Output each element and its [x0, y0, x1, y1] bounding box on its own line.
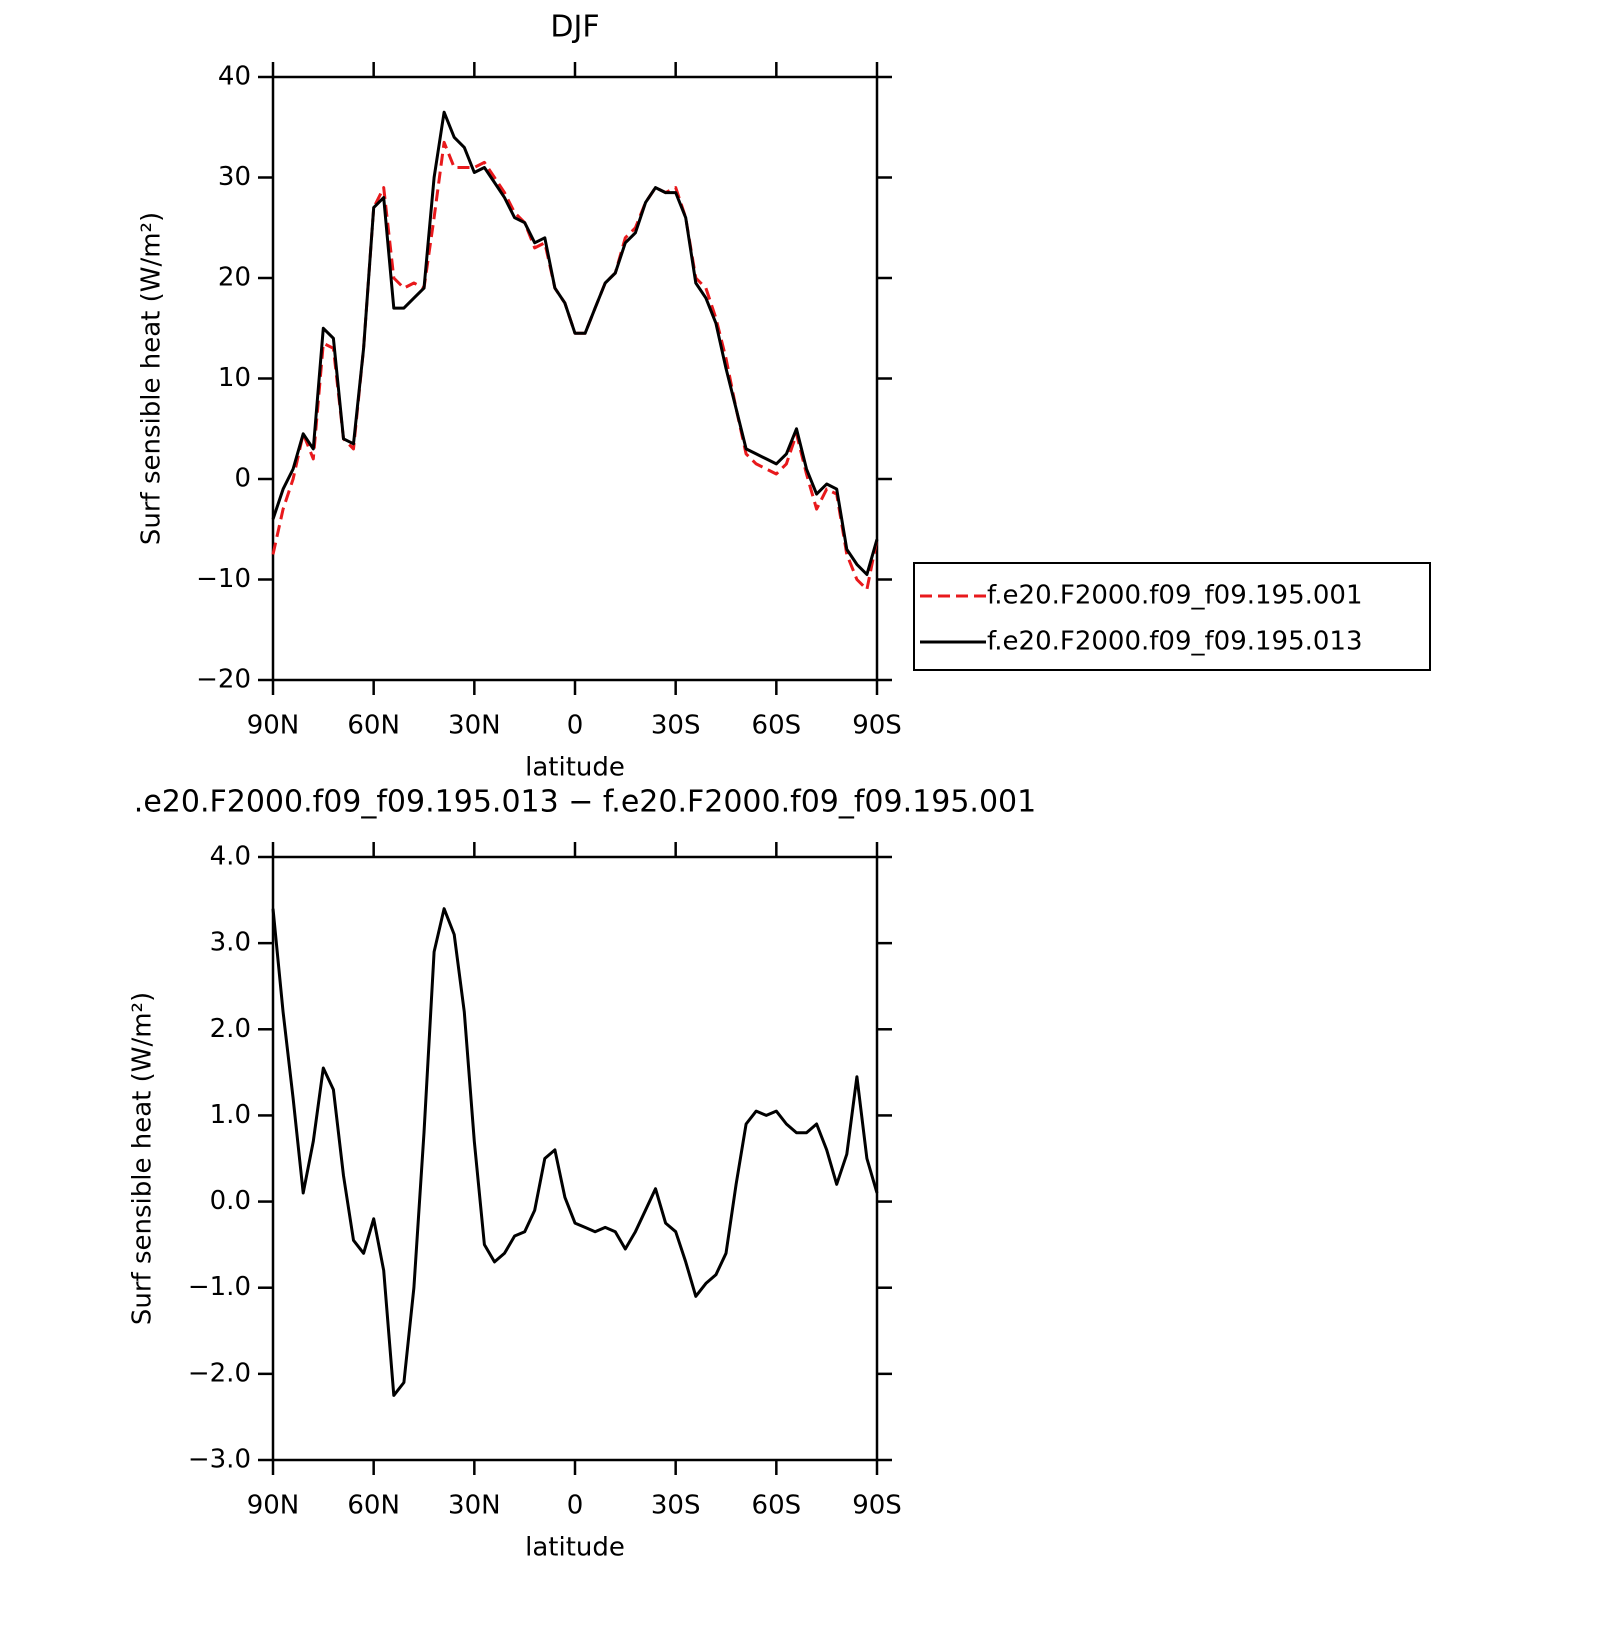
y-tick-label: −3.0 [188, 1445, 251, 1475]
x-tick-label: 0 [567, 711, 584, 741]
y-tick-label: 2.0 [210, 1014, 251, 1044]
x-tick-label: 30S [651, 711, 701, 741]
y-axis-label: Surf sensible heat (W/m²) [137, 212, 167, 545]
x-tick-label: 90S [852, 1491, 902, 1521]
y-tick-label: 0.0 [210, 1186, 251, 1216]
y-tick-label: 10 [218, 363, 251, 393]
y-tick-label: 30 [218, 162, 251, 192]
y-tick-label: 3.0 [210, 928, 251, 958]
y-tick-label: −20 [196, 665, 251, 695]
data-line [271, 140, 879, 591]
x-tick-label: 60N [347, 1491, 400, 1521]
y-tick-label: 1.0 [210, 1100, 251, 1130]
chart-title: .e20.F2000.f09_f09.195.013 − f.e20.F2000… [134, 785, 1036, 820]
y-tick-label: 40 [218, 62, 251, 92]
y-tick-label: 0 [234, 464, 251, 494]
y-tick-label: 4.0 [210, 842, 251, 872]
x-tick-label: 90N [247, 711, 300, 741]
x-tick-label: 90N [247, 1491, 300, 1521]
y-tick-label: −1.0 [188, 1272, 251, 1302]
chart-title: DJF [550, 10, 599, 45]
legend-label: f.e20.F2000.f09_f09.195.013 [987, 627, 1363, 657]
x-tick-label: 90S [852, 711, 902, 741]
x-axis-label: latitude [525, 753, 625, 783]
legend-label: f.e20.F2000.f09_f09.195.001 [987, 581, 1363, 611]
x-tick-label: 60S [752, 1491, 802, 1521]
x-tick-label: 30N [448, 711, 501, 741]
y-tick-label: −10 [196, 564, 251, 594]
x-tick-label: 60N [347, 711, 400, 741]
y-tick-label: −2.0 [188, 1358, 251, 1388]
plot-frame [271, 75, 879, 682]
x-tick-label: 60S [752, 711, 802, 741]
x-tick-label: 30S [651, 1491, 701, 1521]
data-line [271, 110, 879, 576]
y-axis-label: Surf sensible heat (W/m²) [128, 992, 158, 1325]
plot-frame [271, 855, 879, 1462]
legend-box [913, 562, 1431, 671]
x-tick-label: 0 [567, 1491, 584, 1521]
data-line [271, 907, 879, 1397]
x-axis-label: latitude [525, 1533, 625, 1563]
y-tick-label: 20 [218, 263, 251, 293]
x-tick-label: 30N [448, 1491, 501, 1521]
